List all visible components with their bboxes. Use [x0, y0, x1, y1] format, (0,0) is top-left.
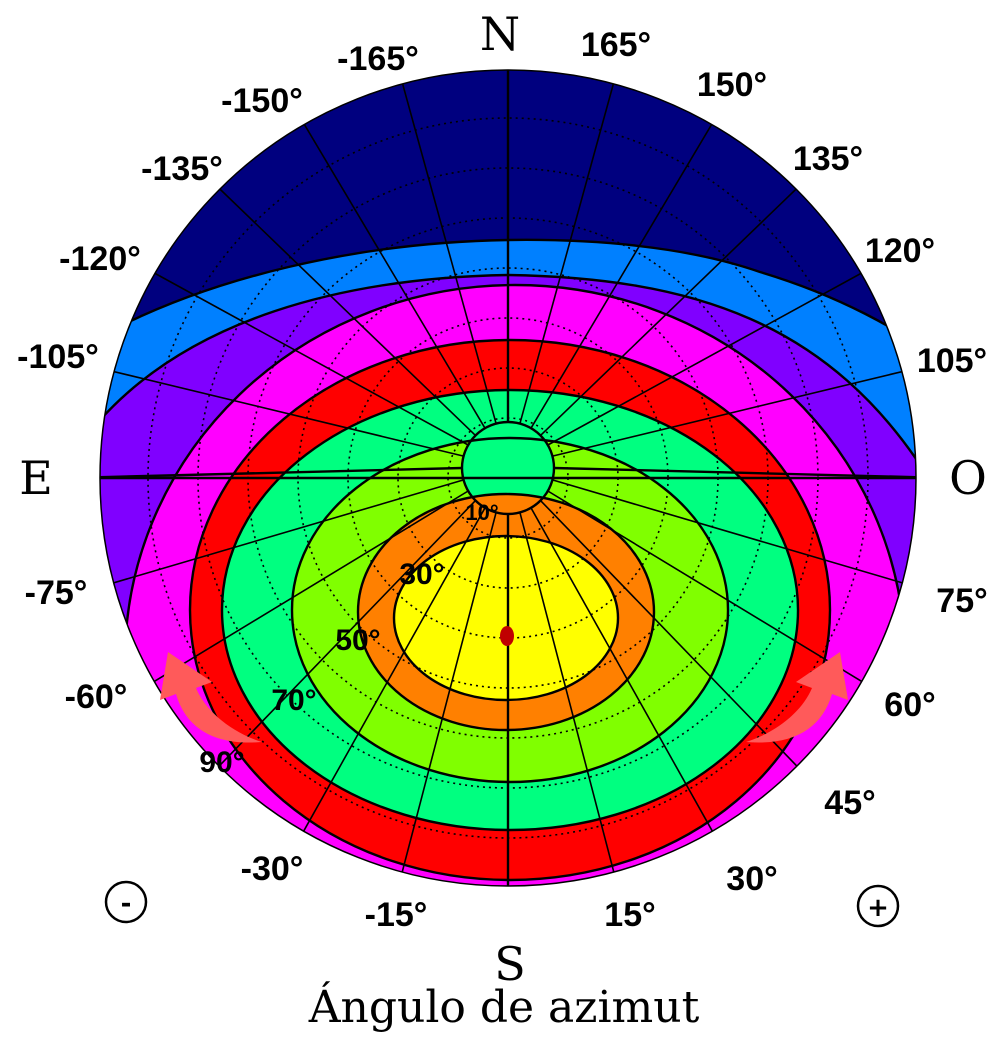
azimuth-spoke [530, 507, 729, 860]
azimuth-label: 60° [884, 686, 935, 724]
azimuth-label: 135° [793, 140, 863, 178]
azimuth-spoke [126, 257, 469, 446]
altitude-label: 50° [335, 624, 380, 657]
contour-line [356, 492, 656, 732]
azimuth-spoke [287, 96, 486, 429]
azimuth-label: 105° [917, 342, 987, 380]
azimuth-label: 15° [604, 896, 655, 934]
azimuth-spoke [287, 507, 486, 860]
azimuth-labels: -165° -150° -135° -120° -105° -75° -60° … [17, 26, 988, 934]
azimuth-spoke [196, 166, 477, 437]
altitude-label: 30° [399, 558, 444, 591]
azimuth-spoke [547, 257, 890, 446]
cardinal-north: N [480, 7, 520, 61]
azimuth-label: -60° [65, 678, 128, 716]
altitude-labels: 10° 30° 50° 70° 90° [199, 500, 498, 779]
curved-arrow-right-icon [746, 652, 848, 743]
azimuth-label: 45° [824, 784, 875, 822]
negative-sign: - [121, 889, 132, 919]
azimuth-spoke [530, 96, 729, 429]
azimuth-spoke [519, 70, 623, 424]
azimuth-label: -150° [221, 82, 303, 120]
azimuth-label: 75° [936, 582, 987, 620]
azimuth-spoke [393, 70, 497, 424]
negative-direction-icon: - [104, 880, 148, 924]
zenith-disc [462, 422, 554, 514]
cardinal-east: E [19, 451, 53, 505]
azimuth-spoke [552, 363, 916, 457]
positive-direction-icon: + [856, 884, 900, 928]
contour-line [188, 338, 832, 882]
azimuth-label: 120° [865, 232, 935, 270]
contour-line [392, 534, 620, 702]
azimuth-spoke [519, 512, 623, 886]
azimuth-label: -30° [241, 850, 304, 888]
azimuth-spoke [100, 466, 463, 480]
altitude-label: 10° [465, 500, 498, 525]
contour-line [290, 436, 730, 784]
azimuth-label: -120° [59, 240, 141, 278]
band-9 [394, 536, 618, 700]
azimuth-label: -135° [141, 150, 223, 188]
curved-arrow-left-icon [160, 652, 262, 743]
azimuth-spoke [393, 512, 497, 886]
contour-line [220, 388, 800, 832]
altitude-label: 90° [199, 746, 244, 779]
azimuth-caption: Ángulo de azimut [308, 980, 700, 1033]
azimuth-label: -15° [365, 896, 428, 934]
azimuth-label: -165° [337, 40, 419, 78]
azimuth-spoke [553, 466, 916, 480]
contour-line [100, 238, 916, 362]
azimuth-spoke [539, 166, 820, 437]
cardinal-west: O [949, 451, 987, 505]
azimuth-spoke [552, 479, 916, 593]
azimuth-label: 150° [697, 66, 767, 104]
azimuth-label: -105° [17, 338, 99, 376]
azimuth-label: 165° [581, 26, 651, 64]
cardinal-south: S [494, 937, 526, 991]
azimuth-spoke [100, 363, 464, 457]
altitude-label: 70° [271, 684, 316, 717]
sun-position-marker [500, 626, 514, 646]
azimuth-label: -75° [25, 574, 88, 612]
azimuth-label: 30° [726, 860, 777, 898]
positive-sign: + [867, 893, 889, 923]
azimuth-spoke [100, 479, 464, 593]
